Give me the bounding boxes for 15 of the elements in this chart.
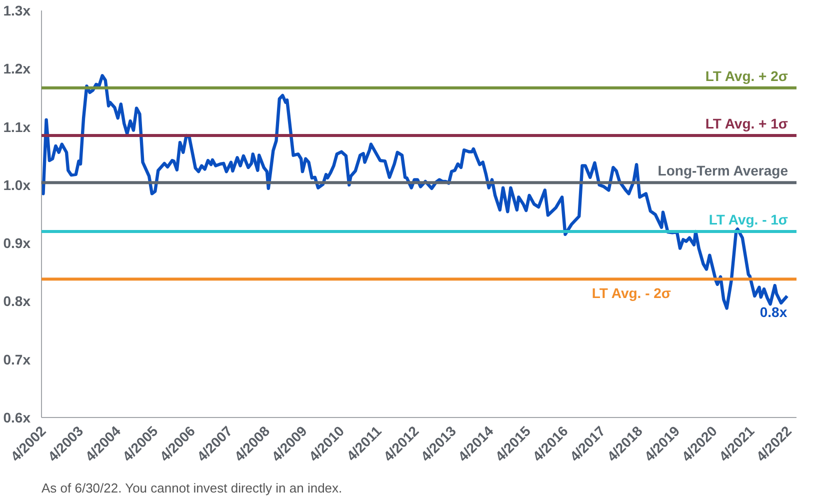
ref-line-label: LT Avg. + 1σ	[705, 116, 788, 132]
y-tick-label: 1.0x	[3, 176, 31, 193]
y-tick-label: 0.8x	[3, 293, 31, 310]
ref-line-label: Long-Term Average	[658, 162, 788, 179]
y-tick-label: 1.1x	[3, 118, 31, 135]
ref-line-label: LT Avg. - 2σ	[592, 285, 672, 302]
y-tick-label: 0.6x	[3, 410, 31, 426]
ref-line-label: LT Avg. + 2σ	[705, 68, 788, 84]
y-tick-label: 1.3x	[3, 2, 31, 18]
y-tick-label: 0.9x	[3, 235, 31, 252]
annotation: 0.8x	[760, 304, 788, 320]
y-tick-label: 1.2x	[3, 60, 31, 77]
y-tick-label: 0.7x	[3, 351, 31, 368]
text: As of 6/30/22. You cannot invest directly in an index.	[42, 480, 342, 496]
ref-line-label: LT Avg. - 1σ	[708, 211, 788, 228]
